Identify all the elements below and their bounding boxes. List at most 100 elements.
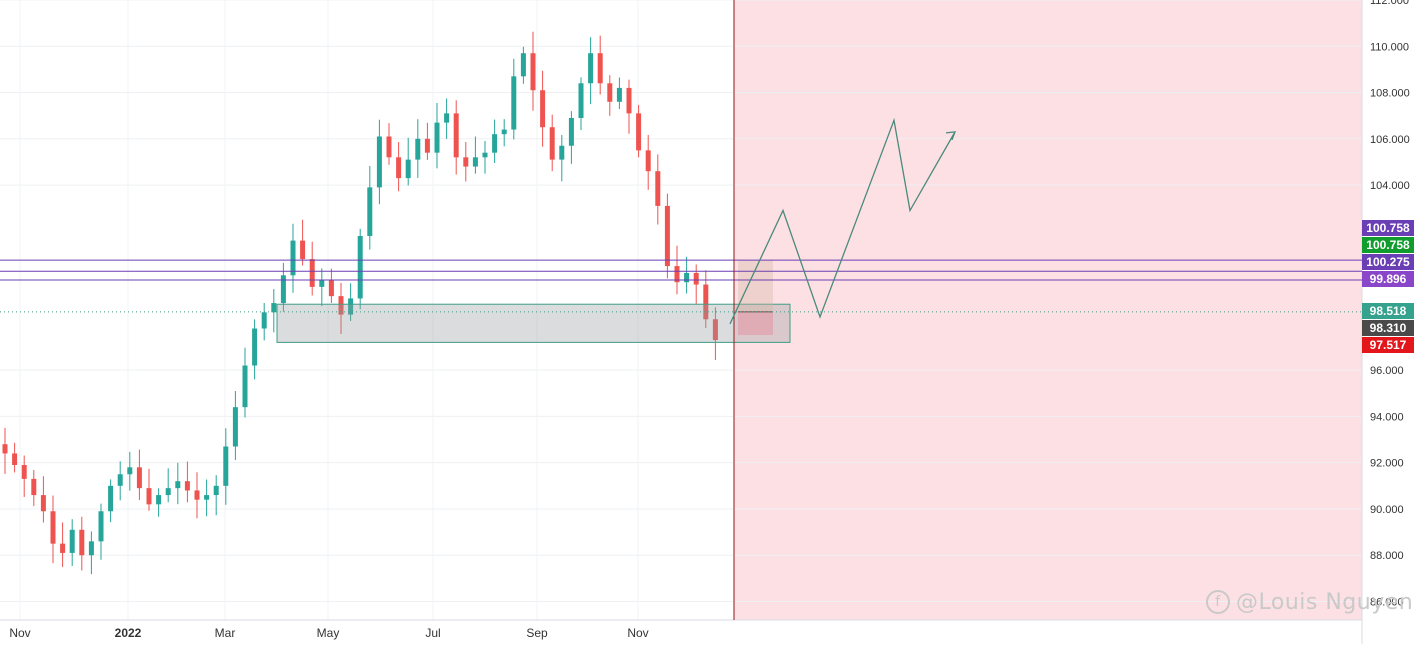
candle-body xyxy=(50,511,56,544)
y-tick-label: 112.000 xyxy=(1370,0,1409,7)
candle-body xyxy=(280,275,286,304)
candle-body xyxy=(108,485,114,512)
candle-body xyxy=(453,113,459,158)
price-level-label: 100.758 xyxy=(1362,237,1414,253)
candle-body xyxy=(540,90,546,128)
candle-body xyxy=(674,266,680,283)
candle-body xyxy=(175,481,181,489)
candle-body xyxy=(655,171,661,206)
candle-body xyxy=(405,159,411,179)
candle-body xyxy=(271,303,277,313)
candle-body xyxy=(597,53,603,84)
x-tick-label: 2022 xyxy=(115,626,142,640)
candle-body xyxy=(300,240,306,260)
price-level-label: 98.310 xyxy=(1362,320,1414,336)
candle-body xyxy=(69,529,75,553)
candle-body xyxy=(290,240,296,276)
candle-body xyxy=(501,129,507,135)
y-tick-label: 106.000 xyxy=(1370,134,1410,146)
candle-body xyxy=(156,495,162,505)
candle-body xyxy=(348,298,354,315)
y-tick-label: 104.000 xyxy=(1370,180,1410,192)
candle-body xyxy=(127,467,133,475)
candle-body xyxy=(568,117,574,146)
candle-body xyxy=(165,488,171,496)
candle-body xyxy=(636,113,642,151)
y-tick-label: 110.000 xyxy=(1370,41,1409,53)
x-tick-label: Mar xyxy=(215,626,236,640)
candle-body xyxy=(463,157,469,167)
watermark-text: @Louis Nguyen xyxy=(1236,590,1414,615)
author-logo-icon: f xyxy=(1206,590,1230,614)
candle-body xyxy=(616,87,622,102)
y-tick-label: 96.000 xyxy=(1370,365,1404,377)
candle-body xyxy=(60,543,66,553)
y-tick-label: 86.000 xyxy=(1370,596,1404,608)
candle-body xyxy=(386,136,392,158)
candle-body xyxy=(12,453,18,465)
candle-body xyxy=(252,328,258,366)
y-tick-label: 90.000 xyxy=(1370,504,1404,516)
x-tick-label: Jul xyxy=(425,626,440,640)
candle-body xyxy=(204,495,210,500)
y-tick-label: 88.000 xyxy=(1370,550,1404,562)
price-level-label: 97.517 xyxy=(1362,337,1414,353)
candle-body xyxy=(357,235,363,299)
candle-body xyxy=(2,444,8,454)
candle-body xyxy=(31,478,37,496)
candle-body xyxy=(338,296,344,315)
candle-body xyxy=(98,511,104,542)
candle-body xyxy=(588,53,594,84)
candle-body xyxy=(607,83,613,102)
candle-body xyxy=(309,259,315,287)
candle-body xyxy=(146,488,152,505)
candle-body xyxy=(223,446,229,486)
candle-body xyxy=(367,187,373,236)
projection-path xyxy=(729,117,956,325)
candle-body xyxy=(213,485,219,496)
candle-body xyxy=(88,541,94,556)
candle-body xyxy=(328,279,334,297)
candle-body xyxy=(79,529,85,556)
price-level-label: 100.758 xyxy=(1362,220,1414,236)
candle-body xyxy=(559,145,565,160)
y-tick-label: 108.000 xyxy=(1370,88,1410,100)
candle-body xyxy=(684,272,690,283)
candle-body xyxy=(703,284,709,320)
y-tick-label: 92.000 xyxy=(1370,458,1404,470)
candle-body xyxy=(194,490,200,500)
candle-body xyxy=(482,152,488,158)
candle-body xyxy=(242,365,248,408)
forecast-zone xyxy=(734,0,1362,620)
candle-body xyxy=(415,138,421,160)
candle-body xyxy=(645,150,651,172)
candle-body xyxy=(693,272,699,285)
candle-body xyxy=(117,474,123,486)
price-level-label: 98.518 xyxy=(1362,303,1414,319)
candle-body xyxy=(511,76,517,130)
candle-body xyxy=(472,157,478,167)
candle-body xyxy=(578,83,584,118)
candle-body xyxy=(396,157,402,179)
x-tick-label: May xyxy=(317,626,340,640)
candle-body xyxy=(184,481,190,491)
candle-body xyxy=(261,312,267,329)
candle-body xyxy=(376,136,382,188)
candle-body xyxy=(136,467,142,489)
y-tick-label: 94.000 xyxy=(1370,411,1404,423)
candle-body xyxy=(444,113,450,123)
candle-body xyxy=(549,127,555,160)
candle-body xyxy=(21,465,27,479)
candle-body xyxy=(492,134,498,153)
candle-body xyxy=(520,53,526,77)
stop-box xyxy=(738,311,773,335)
projection-arrowhead xyxy=(945,131,956,141)
candle-body xyxy=(712,319,718,341)
candle-body xyxy=(424,138,430,153)
candle-body xyxy=(626,87,632,114)
watermark: f @Louis Nguyen xyxy=(1206,590,1413,615)
support-zone xyxy=(276,303,791,343)
candle-body xyxy=(434,122,440,153)
